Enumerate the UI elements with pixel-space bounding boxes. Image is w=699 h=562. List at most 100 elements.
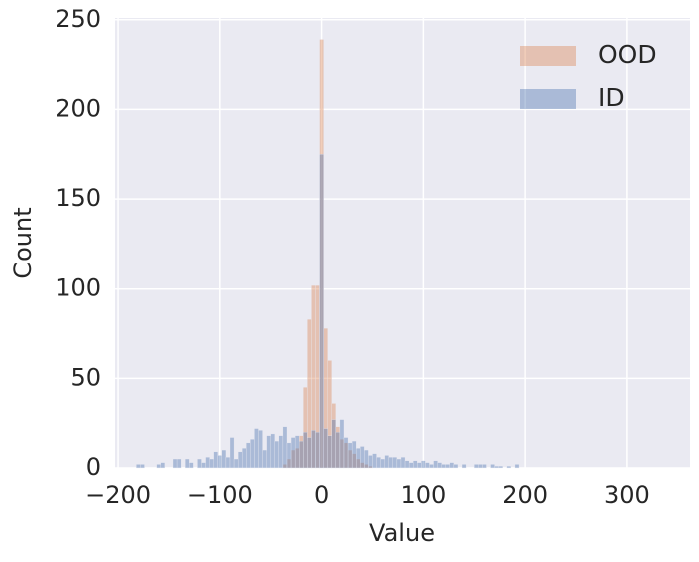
histogram-bar — [376, 457, 381, 469]
histogram-bar — [286, 442, 292, 469]
histogram-bar — [205, 457, 210, 469]
histogram-bar — [441, 464, 446, 469]
histogram-bar — [364, 449, 369, 469]
histogram-bar — [250, 439, 255, 469]
histogram-bar — [258, 430, 263, 469]
x-tick-label: 0 — [314, 481, 329, 509]
histogram-bar — [294, 435, 300, 469]
histogram-bar — [266, 435, 271, 469]
y-tick-label: 200 — [55, 94, 101, 122]
histogram-bar — [421, 460, 426, 469]
x-axis-label: Value — [369, 519, 435, 547]
x-tick-label: 100 — [400, 481, 446, 509]
histogram-bar — [140, 464, 145, 469]
histogram-bar — [425, 462, 430, 469]
histogram-bar — [242, 448, 247, 469]
histogram-bar — [392, 457, 398, 469]
histogram-bar — [417, 462, 422, 469]
legend-label: ID — [598, 83, 625, 112]
histogram-bar — [429, 464, 434, 469]
histogram-bar — [506, 466, 512, 469]
histogram-bar — [311, 430, 316, 469]
histogram-bar — [380, 458, 385, 469]
histogram-bar — [453, 464, 459, 469]
y-axis-label: Count — [9, 207, 37, 278]
histogram-bar — [490, 464, 495, 469]
histogram-bar — [514, 464, 520, 469]
histogram-bar — [498, 466, 503, 469]
histogram-bar — [197, 458, 202, 469]
histogram-bar — [225, 457, 231, 469]
histogram-bar — [278, 435, 284, 469]
histogram-bar — [237, 451, 243, 469]
histogram-bar — [474, 464, 479, 469]
histogram-bar — [270, 433, 275, 469]
plot-area — [115, 18, 690, 468]
x-tick-label: 200 — [502, 481, 548, 509]
histogram-bar — [136, 464, 141, 469]
histogram-bar — [343, 437, 349, 469]
y-tick-label: 50 — [70, 363, 101, 391]
histogram-bar — [290, 437, 296, 469]
histogram-bar — [335, 431, 341, 469]
histogram-bar — [351, 440, 357, 469]
histogram-bar — [396, 458, 402, 469]
histogram-bar — [437, 462, 442, 469]
histogram-bar — [299, 440, 304, 469]
histogram-bar — [172, 458, 178, 469]
histogram-bar — [327, 435, 332, 469]
histogram-bar — [201, 462, 206, 469]
histogram-bar — [368, 455, 373, 469]
histogram-bar — [323, 428, 328, 469]
histogram-bar — [482, 464, 487, 469]
histogram-bar — [384, 455, 389, 469]
histogram-bar — [213, 451, 218, 469]
histogram-bar — [433, 460, 438, 469]
histogram-bar — [303, 431, 308, 469]
histogram-bar — [347, 442, 353, 469]
histogram-bar — [217, 455, 223, 469]
histogram-bar — [400, 457, 406, 469]
legend-swatch — [520, 46, 576, 66]
histogram-bar — [246, 442, 251, 469]
histogram-bar — [408, 462, 414, 469]
histogram-bar — [360, 446, 365, 469]
histogram-bar — [221, 449, 227, 469]
x-tick-label: 300 — [604, 481, 650, 509]
legend-swatch — [520, 89, 576, 109]
histogram-bar — [282, 426, 288, 469]
histogram-bar — [176, 458, 182, 469]
histogram-bar — [319, 154, 324, 469]
histogram-bar — [262, 449, 267, 469]
x-tick-label: −200 — [85, 481, 151, 509]
y-tick-label: 150 — [55, 184, 101, 212]
histogram-bar — [445, 464, 450, 469]
histogram-bar — [274, 440, 279, 469]
histogram-bar — [494, 466, 499, 469]
histogram-bar — [233, 458, 239, 469]
x-tick-label: −100 — [187, 481, 253, 509]
y-tick-label: 100 — [55, 274, 101, 302]
histogram-bar — [229, 437, 235, 469]
histogram-bar — [331, 419, 336, 469]
histogram-bar — [413, 460, 418, 469]
histogram-bar — [372, 453, 377, 469]
histogram-bar — [461, 464, 467, 469]
histogram-bar — [356, 448, 361, 469]
histogram-bar — [189, 462, 194, 469]
histogram-bar — [254, 428, 259, 469]
y-tick-label: 250 — [55, 5, 101, 33]
histogram-bar — [185, 458, 190, 469]
histogram-bar — [156, 464, 161, 469]
histogram-bar — [478, 464, 483, 469]
histogram-bar — [388, 457, 393, 469]
legend-label: OOD — [598, 40, 657, 69]
histogram-bar — [449, 462, 455, 469]
histogram-bar — [209, 458, 214, 469]
histogram-bar — [315, 431, 320, 469]
histogram-bar — [339, 419, 345, 469]
histogram-bar — [160, 462, 166, 469]
histogram-bar — [307, 437, 312, 469]
histogram-bar — [404, 460, 410, 469]
